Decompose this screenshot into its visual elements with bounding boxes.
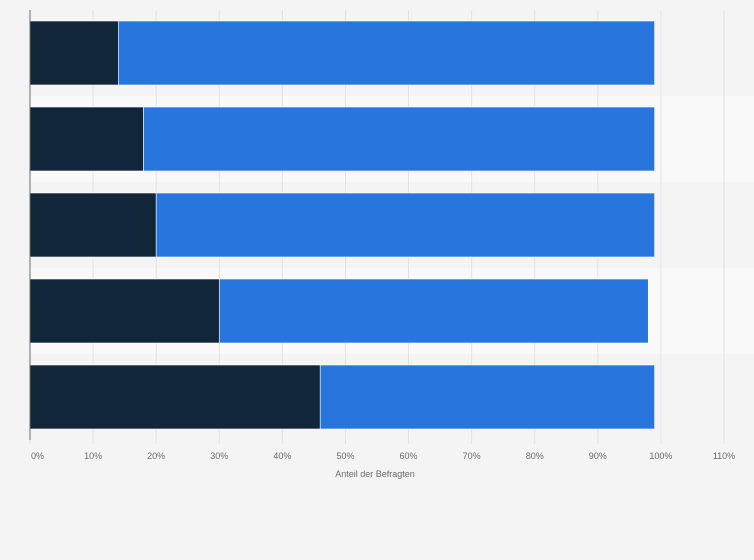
bar-segment <box>319 364 655 430</box>
x-tick-label: 60% <box>400 451 418 461</box>
bar-segment <box>29 106 144 172</box>
bars <box>29 20 655 430</box>
bar-segment <box>29 364 321 430</box>
x-tick-label: 20% <box>147 451 165 461</box>
bar-segment <box>29 278 220 344</box>
bar-segment <box>155 192 655 258</box>
x-tick-label: 70% <box>463 451 481 461</box>
x-tick-label: 0% <box>31 451 44 461</box>
x-tick-label: 40% <box>273 451 291 461</box>
bar-segment <box>29 192 157 258</box>
bar-segment <box>143 106 655 172</box>
x-tick-labels: 0% 10% 20% 30% 40% 50% 60% 70% 80% 90% 100% 110% <box>31 451 735 461</box>
x-tick-label: 10% <box>84 451 102 461</box>
x-tick-label: 110% <box>713 451 735 461</box>
bar-segment <box>118 20 655 86</box>
x-axis-title: Anteil der Befragten <box>335 469 415 479</box>
bar-segment <box>218 278 649 344</box>
x-tick-label: 80% <box>526 451 544 461</box>
x-tick-label: 50% <box>336 451 354 461</box>
bar-segment <box>29 20 119 86</box>
x-tick-label: 100% <box>649 451 672 461</box>
x-tick-label: 90% <box>589 451 607 461</box>
x-tick-label: 30% <box>210 451 228 461</box>
